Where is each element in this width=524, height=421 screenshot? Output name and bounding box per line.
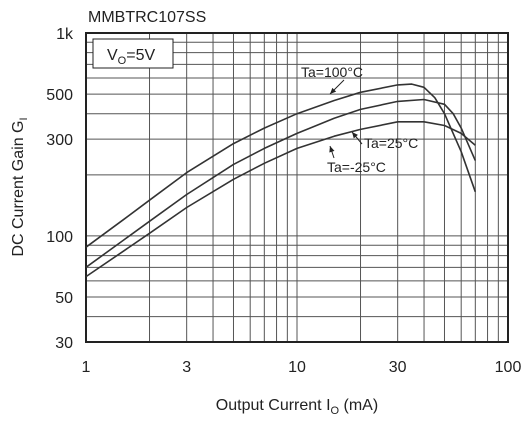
x-tick-label: 10	[288, 359, 306, 376]
plot-frame	[85, 32, 509, 343]
series-line-3	[85, 121, 476, 278]
chart-title: MMBTRC107SS	[88, 9, 206, 26]
y-axis-label-sub: I	[18, 117, 30, 120]
condition-text: VO=5V	[107, 47, 155, 67]
series-annotations: Ta=100°C Ta=25°C Ta=-25°C	[301, 64, 418, 175]
x-tick-label: 1	[82, 359, 91, 376]
x-axis-label-main: Output Current I	[216, 397, 331, 414]
annotation-arrowhead-2	[352, 132, 358, 139]
x-axis-label-unit: (mA)	[339, 397, 378, 414]
y-tick-label: 300	[46, 132, 73, 149]
x-axis-label: Output Current IO (mA)	[216, 397, 378, 417]
y-tick-label: 50	[55, 290, 73, 307]
condition-box-frame	[92, 38, 174, 69]
series-line-2	[85, 98, 477, 268]
series-label-3: Ta=-25°C	[327, 159, 386, 175]
y-tick-label: 30	[55, 335, 73, 352]
x-axis-label-sub: O	[331, 405, 340, 417]
annotation-arrowhead-1	[330, 87, 337, 94]
condition-main: V	[107, 47, 118, 64]
y-tick-label: 1k	[56, 26, 74, 43]
series-label-2: Ta=25°C	[364, 135, 418, 151]
condition-rest: =5V	[126, 47, 155, 64]
x-tick-label: 3	[182, 359, 191, 376]
series-group	[85, 83, 477, 278]
y-axis-label: DC Current Gain GI	[10, 117, 30, 256]
y-tick-labels: 30 50 100 300 500 1k	[46, 26, 74, 352]
y-axis-label-main: DC Current Gain G	[10, 121, 27, 257]
y-tick-label: 100	[46, 229, 73, 246]
series-line-1	[85, 83, 477, 248]
condition-box: VO=5V	[92, 38, 174, 69]
x-tick-label: 100	[495, 359, 522, 376]
x-tick-labels: 1 3 10 30 100	[82, 359, 522, 376]
annotation-arrowhead-3	[329, 146, 335, 153]
series-label-1: Ta=100°C	[301, 64, 363, 80]
x-tick-label: 30	[389, 359, 407, 376]
grid	[85, 32, 509, 343]
condition-sub: O	[118, 55, 127, 67]
y-tick-label: 500	[46, 87, 73, 104]
